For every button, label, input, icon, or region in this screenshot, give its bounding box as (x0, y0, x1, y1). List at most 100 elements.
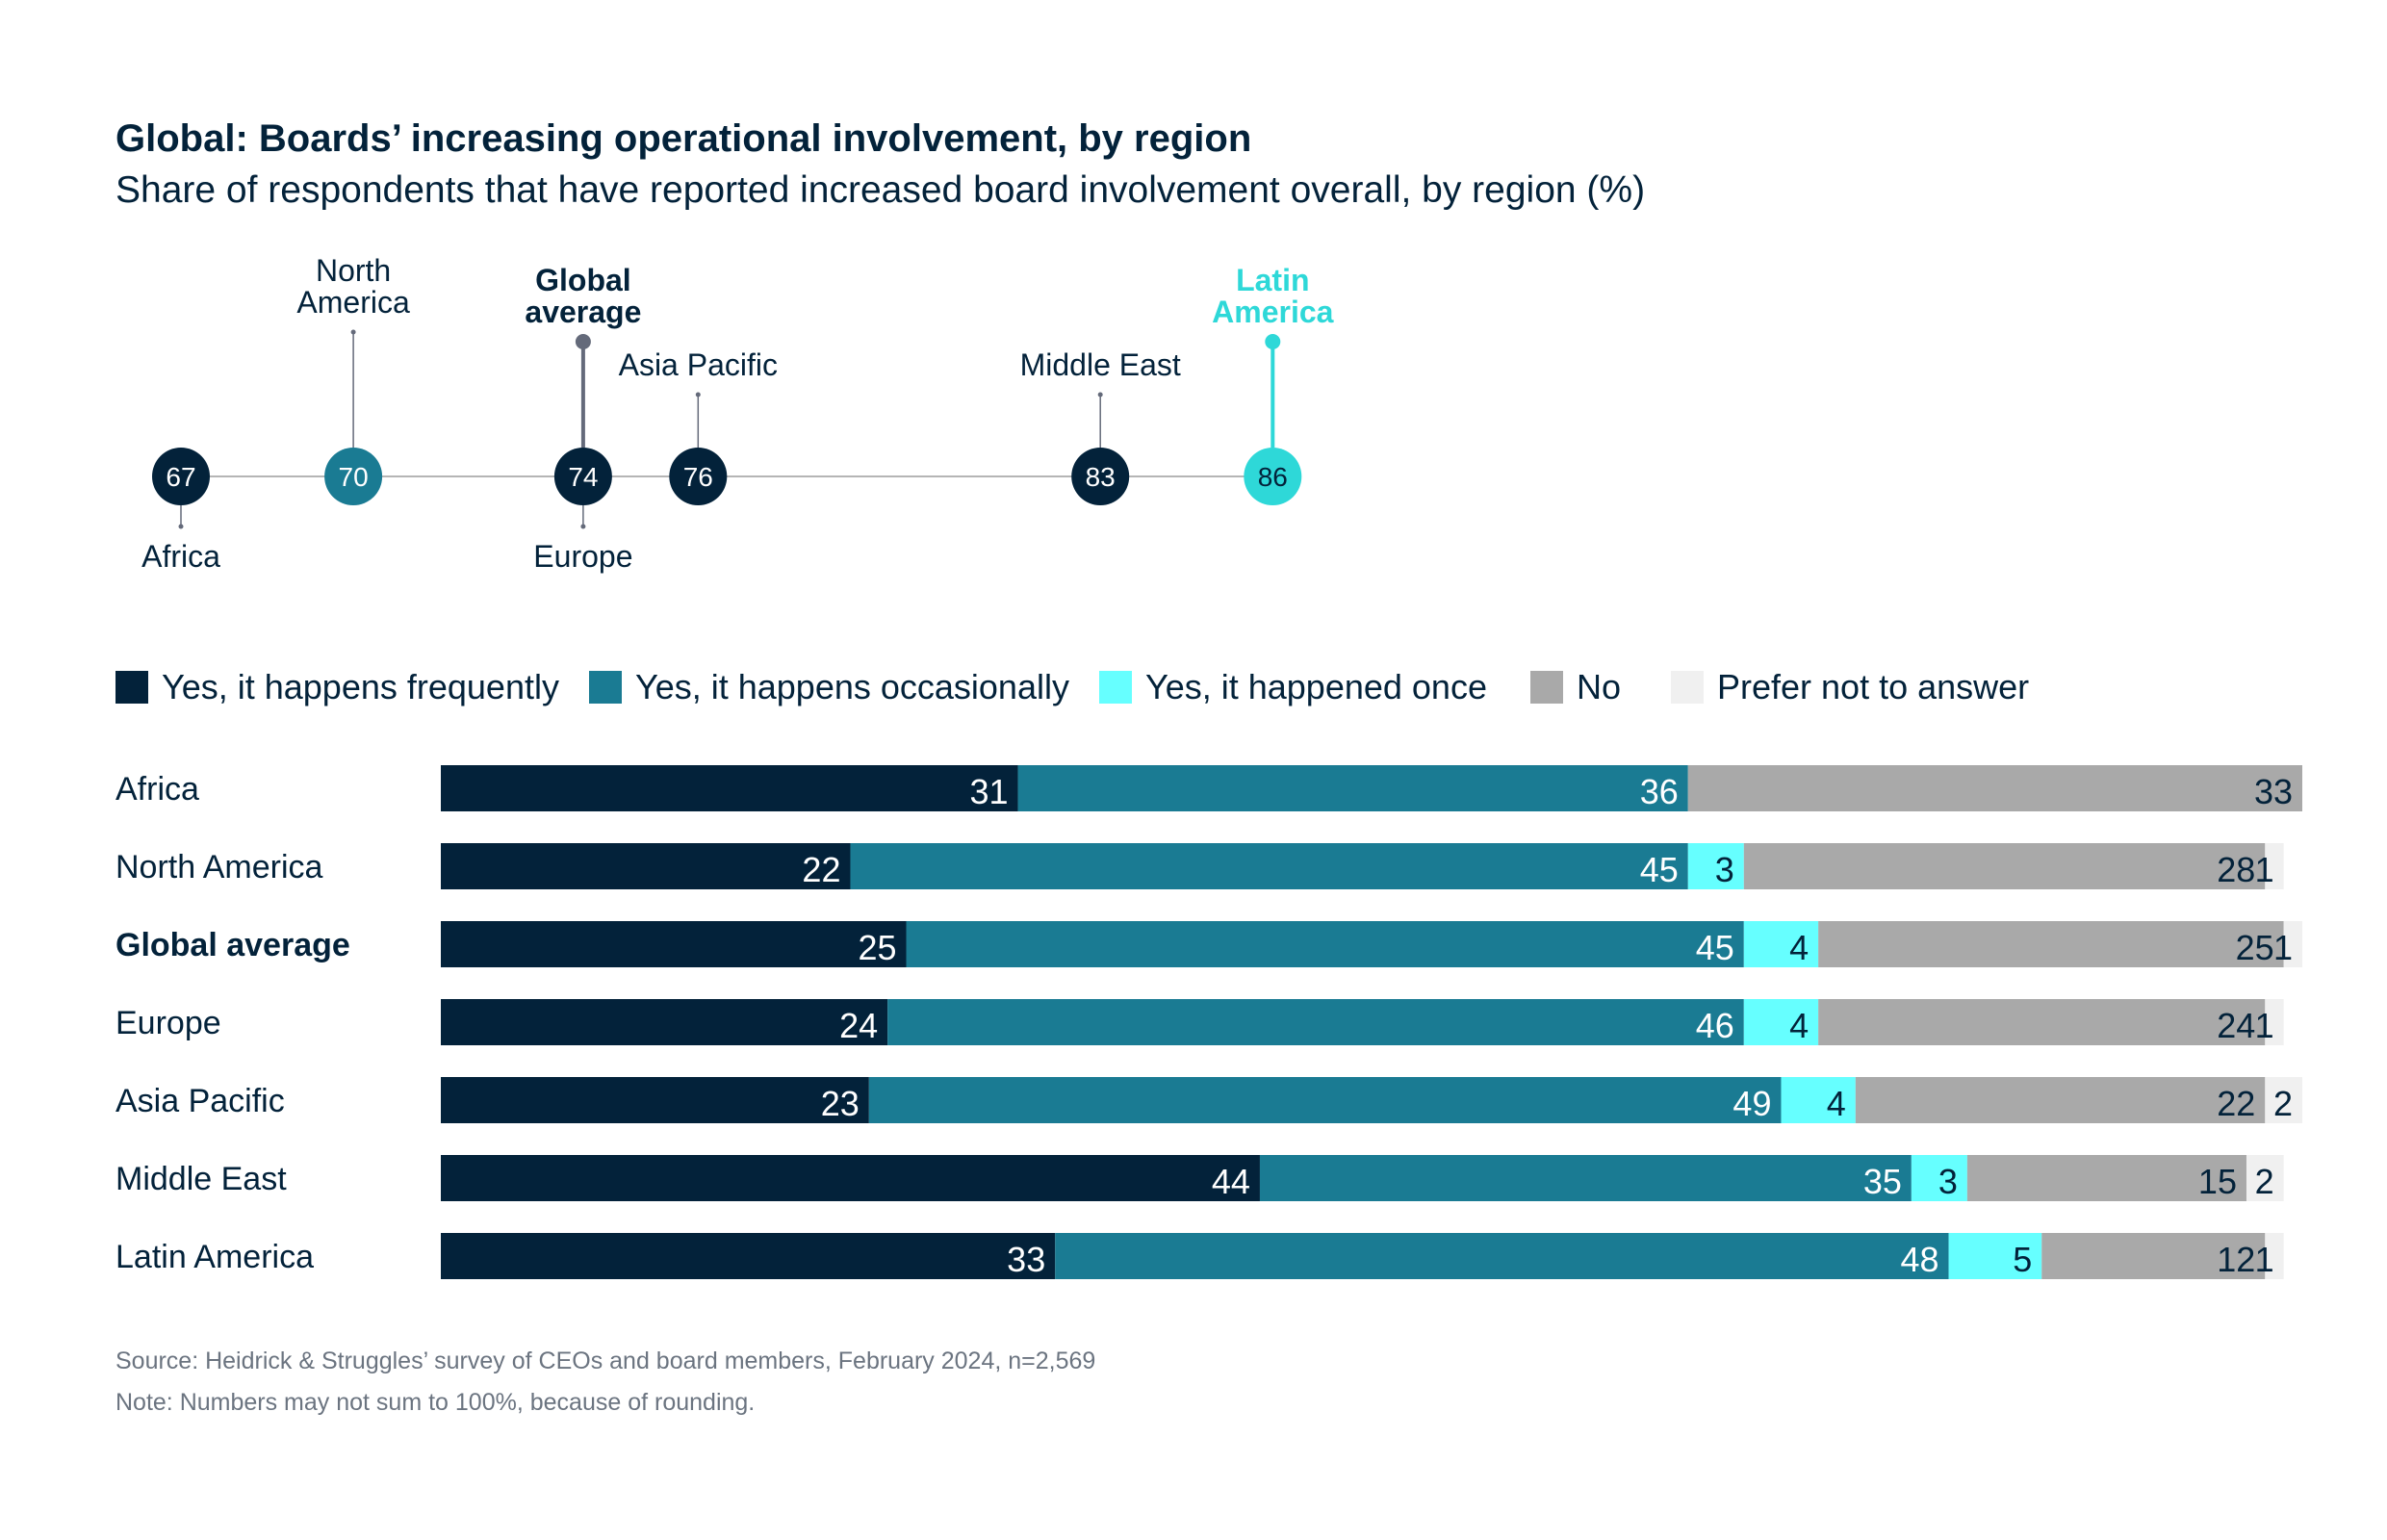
bar-segment (2265, 1233, 2284, 1279)
legend-swatch (1530, 671, 1563, 704)
source-note: Source: Heidrick & Struggles’ survey of … (116, 1348, 1096, 1374)
data-label: 1 (2255, 850, 2274, 889)
category-label: Global average (116, 927, 350, 963)
data-label: 31 (969, 772, 1008, 811)
legend-label: Yes, it happens occasionally (635, 667, 1069, 706)
category-label: North America (116, 849, 322, 886)
timeline-dot (324, 448, 383, 505)
data-label: 33 (1007, 1240, 1045, 1279)
bar-segment (1781, 1077, 1856, 1123)
timeline-value: 67 (166, 462, 195, 492)
legend-label: Yes, it happens frequently (162, 667, 559, 706)
data-label: 25 (2236, 928, 2274, 967)
category-label: Latin America (116, 1239, 314, 1275)
category-label: Africa (116, 771, 199, 808)
bar-segment (850, 843, 1688, 889)
timeline-label: America (296, 285, 410, 320)
timeline-dot (1244, 448, 1302, 505)
timeline-value: 74 (568, 462, 598, 492)
bar-segment (2265, 1077, 2302, 1123)
bar-segment (1948, 1233, 2042, 1279)
data-label: 1 (2273, 928, 2293, 967)
data-label: 28 (2217, 850, 2255, 889)
bar-segment (2041, 1233, 2266, 1279)
bar-segment (1855, 1077, 2266, 1123)
timeline-stem-dot (1265, 334, 1281, 349)
legend-swatch (589, 671, 622, 704)
timeline-stem-dot (575, 334, 591, 349)
timeline-stem-dot (580, 524, 586, 529)
bar-segment (441, 765, 1018, 811)
timeline-dot (1071, 448, 1130, 505)
data-label: 4 (1789, 1006, 1809, 1045)
bar-segment (1966, 1155, 2246, 1201)
timeline-label: average (525, 295, 641, 329)
bar-segment (2246, 1155, 2284, 1201)
bar-segment (1259, 1155, 1912, 1201)
legend-label: No (1577, 667, 1621, 706)
bar-segment (887, 999, 1744, 1045)
timeline-stem-dot (695, 392, 701, 398)
bar-segment (2283, 921, 2302, 967)
timeline-stem-dot (350, 329, 356, 335)
bar-segment (906, 921, 1744, 967)
timeline-label: Middle East (1020, 347, 1181, 382)
footnote: Note: Numbers may not sum to 100%, becau… (116, 1389, 756, 1416)
legend-swatch (116, 671, 148, 704)
data-label: 45 (1640, 850, 1679, 889)
data-label: 22 (802, 850, 840, 889)
bar-segment (1818, 999, 2266, 1045)
bar-segment (1055, 1233, 1949, 1279)
bar-segment (1743, 999, 1819, 1045)
data-label: 4 (1827, 1084, 1846, 1123)
timeline-label: Africa (141, 539, 220, 574)
timeline-dot (152, 448, 210, 505)
timeline-label: America (1212, 295, 1334, 329)
bar-segment (441, 1155, 1260, 1201)
bar-segment (1911, 1155, 1967, 1201)
bar-segment (1017, 765, 1688, 811)
timeline-dot (669, 448, 728, 505)
bar-segment (1743, 921, 1819, 967)
data-label: 49 (1732, 1084, 1771, 1123)
timeline-value: 76 (683, 462, 713, 492)
data-label: 2 (2255, 1162, 2274, 1201)
legend-label: Prefer not to answer (1717, 667, 2029, 706)
data-label: 22 (2217, 1084, 2255, 1123)
chart-subtitle: Share of respondents that have reported … (116, 169, 1646, 211)
data-label: 5 (2013, 1240, 2032, 1279)
category-label: Middle East (116, 1161, 287, 1197)
data-label: 45 (1696, 928, 1734, 967)
bar-segment (441, 843, 851, 889)
data-label: 3 (1938, 1162, 1958, 1201)
data-label: 44 (1212, 1162, 1250, 1201)
bar-segment (441, 1233, 1056, 1279)
data-label: 33 (2254, 772, 2293, 811)
bar-segment (441, 1077, 869, 1123)
bar-segment (1743, 843, 2266, 889)
data-label: 12 (2217, 1240, 2255, 1279)
bar-segment (441, 921, 907, 967)
data-label: 24 (839, 1006, 878, 1045)
legend-swatch (1671, 671, 1704, 704)
bar-segment (1687, 765, 2302, 811)
timeline-label: Latin (1236, 263, 1309, 297)
category-label: Asia Pacific (116, 1083, 285, 1119)
data-label: 25 (858, 928, 896, 967)
data-label: 24 (2217, 1006, 2255, 1045)
bar-segment (2265, 843, 2284, 889)
bar-segment (1687, 843, 1744, 889)
timeline-stem-dot (178, 524, 184, 529)
chart-title: Global: Boards’ increasing operational i… (116, 117, 1252, 160)
bar-segment (441, 999, 888, 1045)
timeline-label: Global (535, 263, 631, 297)
data-label: 36 (1640, 772, 1679, 811)
category-label: Europe (116, 1005, 221, 1041)
data-label: 3 (1715, 850, 1734, 889)
timeline-label: Europe (533, 539, 632, 574)
data-label: 4 (1789, 928, 1809, 967)
data-label: 1 (2255, 1006, 2274, 1045)
timeline-value: 86 (1258, 462, 1288, 492)
data-label: 48 (1900, 1240, 1938, 1279)
